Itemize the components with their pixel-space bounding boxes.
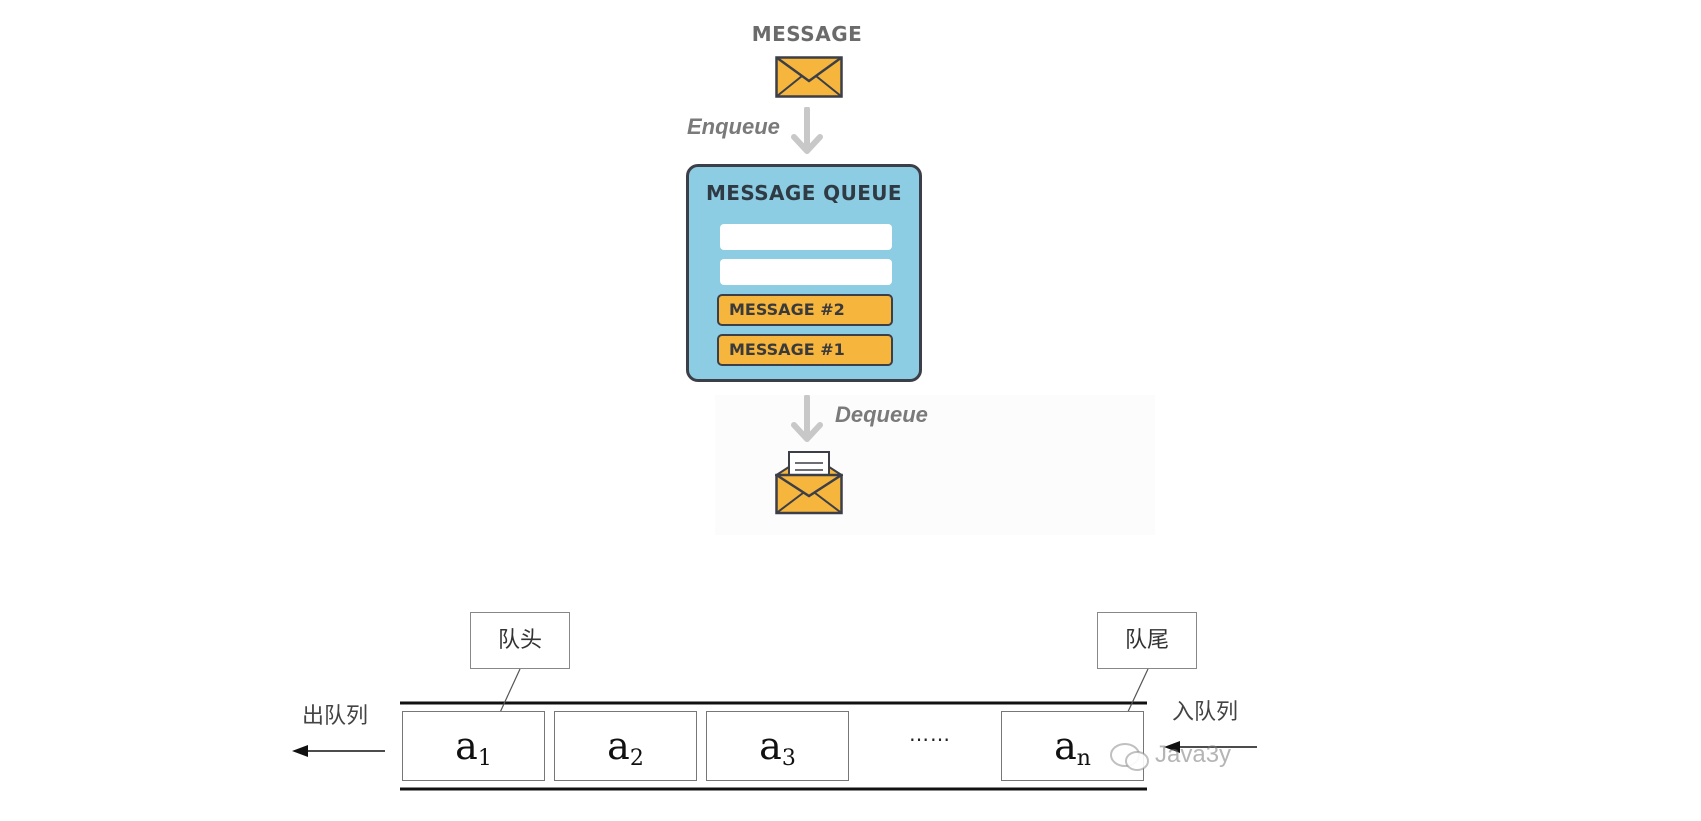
queue-tail-callout: 队尾 — [1097, 612, 1197, 669]
empty-queue-slot — [720, 259, 892, 285]
open-envelope-icon — [775, 451, 843, 515]
left-arrow-icon — [292, 745, 385, 757]
queue-item-message-1: MESSAGE #1 — [717, 334, 893, 366]
queue-cell-a3: a3 — [706, 711, 849, 781]
queue-cell-an: an — [1001, 711, 1144, 781]
dequeue-label: Dequeue — [835, 402, 928, 427]
empty-queue-slot — [720, 224, 892, 250]
down-arrow-icon — [791, 107, 823, 154]
closed-envelope-icon — [775, 56, 843, 98]
message-queue-box: MESSAGE QUEUE MESSAGE #2 MESSAGE #1 — [686, 164, 922, 382]
message-queue-diagram: MESSAGE Enqueue MESSAGE QUEUE MESSAGE #2… — [686, 22, 928, 515]
queue-cell-a2: a2 — [554, 711, 697, 781]
enqueue-side-label: 入队列 — [1172, 700, 1239, 725]
queue-title: MESSAGE QUEUE — [705, 181, 902, 205]
wechat-icon — [1110, 743, 1149, 771]
ellipsis: …… — [909, 722, 951, 746]
queue-rails — [400, 668, 1149, 791]
message-label: MESSAGE — [751, 22, 863, 46]
dequeue-side-label: 出队列 — [302, 704, 369, 729]
down-arrow-icon — [791, 395, 823, 442]
watermark-text: Java3y — [1155, 741, 1232, 768]
queue-head-callout: 队头 — [470, 612, 570, 669]
left-arrow-icon — [1164, 741, 1257, 753]
enqueue-label: Enqueue — [687, 114, 780, 139]
queue-cell-a1: a1 — [402, 711, 545, 781]
queue-item-message-2: MESSAGE #2 — [717, 294, 893, 326]
